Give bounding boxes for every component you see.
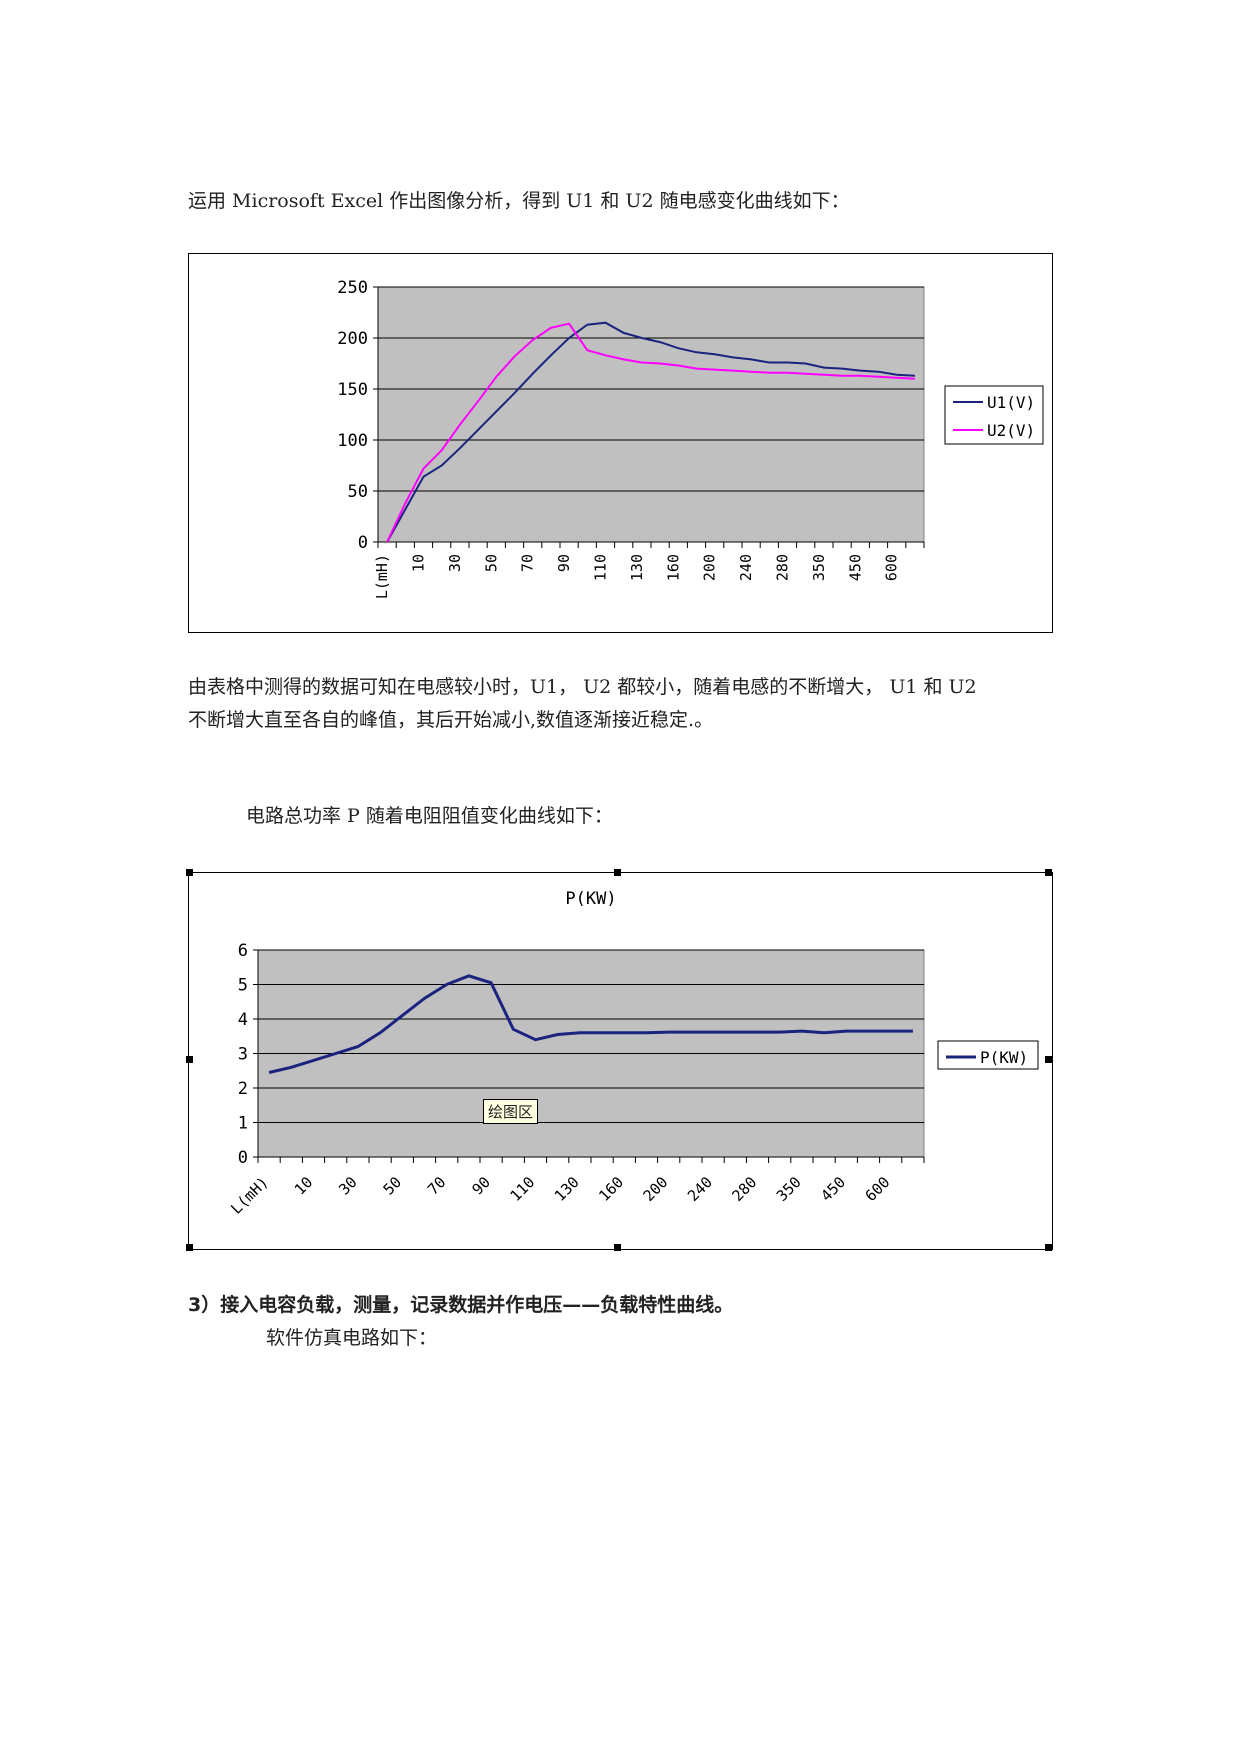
y-tick-label: 100 [337, 431, 368, 451]
x-tick-label: 280 [728, 1173, 760, 1205]
chart-selection-handle-top-left[interactable] [186, 869, 193, 876]
x-tick-label: 280 [774, 554, 792, 581]
section-3-title: 3）接入电容负载，测量，记录数据并作电压——负载特性曲线。 [188, 1294, 734, 1316]
y-tick-label: 0 [238, 1148, 248, 1168]
legend-box [944, 385, 1044, 445]
power-intro-paragraph: 电路总功率 P 随着电阻阻值变化曲线如下： [246, 805, 613, 827]
x-tick-label: 130 [628, 554, 646, 581]
chart-selection-handle-top-middle[interactable] [614, 869, 621, 876]
x-tick-label: L(mH) [227, 1173, 272, 1218]
voltage-chart: 0 50 100 150 200 250 L(mH) 10 30 50 70 90 110 130 160 2… [188, 253, 1053, 633]
chart-selection-handle-middle-right[interactable] [1045, 1056, 1052, 1063]
series-line-0 [268, 974, 913, 1074]
x-tick-label: 240 [737, 554, 755, 581]
x-tick-label: 350 [810, 554, 828, 581]
chart-selection-handle-top-right[interactable] [1045, 869, 1052, 876]
power-chart-svg: 0 1 2 3 4 5 6 L(mH) 10 30 50 70 90 110 130 160 200 240 280… [227, 889, 1039, 1218]
section-3-subtitle: 软件仿真电路如下： [266, 1327, 438, 1349]
x-tick-label: 200 [640, 1173, 672, 1205]
plot-area [377, 286, 925, 543]
x-tick-label: 90 [468, 1173, 494, 1199]
x-tick-label: 130 [551, 1173, 583, 1205]
chart-selection-handle-bottom-right[interactable] [1045, 1244, 1052, 1251]
y-tick-label: 150 [337, 380, 368, 400]
x-tick-label: 600 [883, 554, 901, 581]
x-tick-label: 450 [846, 554, 864, 581]
y-tick-label: 50 [348, 482, 368, 502]
x-tick-label: 600 [862, 1173, 894, 1205]
x-tick-label: 50 [380, 1173, 406, 1199]
intro-paragraph: 运用 Microsoft Excel 作出图像分析，得到 U1 和 U2 随电感… [188, 190, 850, 212]
x-tick-label: 30 [335, 1173, 361, 1199]
y-tick-label: 4 [238, 1010, 248, 1030]
chart-selection-handle-bottom-left[interactable] [186, 1244, 193, 1251]
x-tick-label: 240 [684, 1173, 716, 1205]
voltage-chart-svg: 0 50 100 150 200 250 L(mH) 10 30 50 70 90 110 130 160 2… [337, 278, 1044, 599]
chart-selection-handle-middle-left[interactable] [186, 1056, 193, 1063]
x-tick-label: 30 [446, 554, 464, 572]
x-tick-label: 10 [291, 1173, 317, 1199]
x-tick-label: 160 [664, 554, 682, 581]
x-tick-label: 110 [506, 1173, 538, 1205]
legend-label-0: U1(V) [987, 393, 1035, 412]
power-chart[interactable]: 0 1 2 3 4 5 6 L(mH) 10 30 50 70 90 110 130 160 200 240 280… [188, 872, 1053, 1250]
y-tick-label: 200 [337, 329, 368, 349]
legend-label-0: P(KW) [980, 1048, 1028, 1067]
x-tick-label: 450 [817, 1173, 849, 1205]
x-tick-label: L(mH) [373, 554, 391, 599]
y-tick-label: 5 [238, 976, 248, 996]
y-tick-label: 2 [238, 1079, 248, 1099]
chart-selection-handle-bottom-middle[interactable] [614, 1244, 621, 1251]
x-tick-label: 350 [773, 1173, 805, 1205]
analysis-paragraph-line-2: 不断增大直至各自的峰值，其后开始减小,数值逐渐接近稳定.。 [188, 709, 714, 731]
legend-box [937, 1040, 1039, 1070]
y-tick-label: 3 [238, 1045, 248, 1065]
series-line-0 [386, 321, 915, 543]
y-tick-label: 250 [337, 278, 368, 298]
analysis-paragraph-line-1: 由表格中测得的数据可知在电感较小时，U1， U2 都较小，随着电感的不断增大， … [188, 676, 977, 698]
x-tick-label: 70 [424, 1173, 450, 1199]
y-tick-label: 1 [238, 1114, 248, 1134]
x-tick-label: 160 [595, 1173, 627, 1205]
x-tick-label: 110 [592, 554, 610, 581]
x-tick-label: 70 [519, 554, 537, 572]
x-tick-label: 10 [410, 554, 428, 572]
legend-label-1: U2(V) [987, 421, 1035, 440]
x-tick-label: 200 [701, 554, 719, 581]
x-tick-label: 50 [482, 554, 500, 572]
chart-title: P(KW) [565, 889, 616, 909]
y-tick-label: 6 [238, 941, 248, 961]
series-line-1 [386, 322, 915, 543]
x-tick-label: 90 [555, 554, 573, 572]
y-tick-label: 0 [358, 533, 368, 553]
plot-area-tooltip: 绘图区 [483, 1099, 539, 1124]
